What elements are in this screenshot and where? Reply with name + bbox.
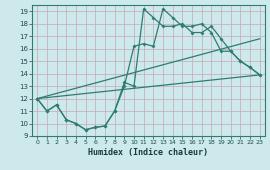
X-axis label: Humidex (Indice chaleur): Humidex (Indice chaleur) <box>89 148 208 157</box>
